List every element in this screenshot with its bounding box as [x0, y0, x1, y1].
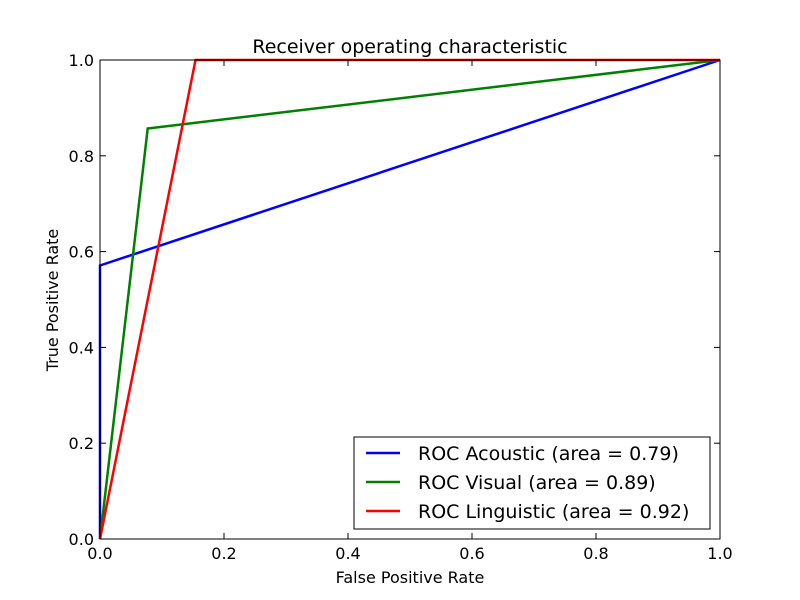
x-tick-label: 1.0: [707, 544, 732, 563]
legend: ROC Acoustic (area = 0.79) ROC Visual (ar…: [353, 436, 711, 530]
y-tick-label: 0.8: [69, 147, 94, 166]
ticks-layer: 0.0 0.2 0.4 0.6 0.8 1.0 0.0 0.2 0.4 0.6 0.8 1.0: [69, 51, 733, 563]
x-tick-label: 0.0: [87, 544, 112, 563]
legend-label-2: ROC Linguistic (area = 0.92): [418, 501, 689, 523]
x-tick-label: 0.2: [211, 544, 236, 563]
x-tick-label: 0.8: [583, 544, 608, 563]
x-tick-label: 0.4: [335, 544, 360, 563]
series-line-1: [98, 58, 721, 540]
x-tick-label: 0.6: [459, 544, 484, 563]
y-tick-label: 0.0: [69, 530, 94, 549]
chart-title: Receiver operating characteristic: [252, 36, 567, 58]
x-axis-label: False Positive Rate: [336, 568, 485, 587]
y-tick-label: 0.2: [69, 434, 94, 453]
y-tick-label: 0.4: [69, 338, 94, 357]
y-axis-label: True Positive Rate: [43, 229, 62, 373]
legend-box: [353, 436, 711, 530]
legend-label-0: ROC Acoustic (area = 0.79): [418, 443, 679, 465]
y-tick-label: 1.0: [69, 51, 94, 70]
plot-frame: [99, 59, 721, 540]
y-tick-label: 0.6: [69, 243, 94, 262]
legend-label-1: ROC Visual (area = 0.89): [418, 472, 656, 494]
